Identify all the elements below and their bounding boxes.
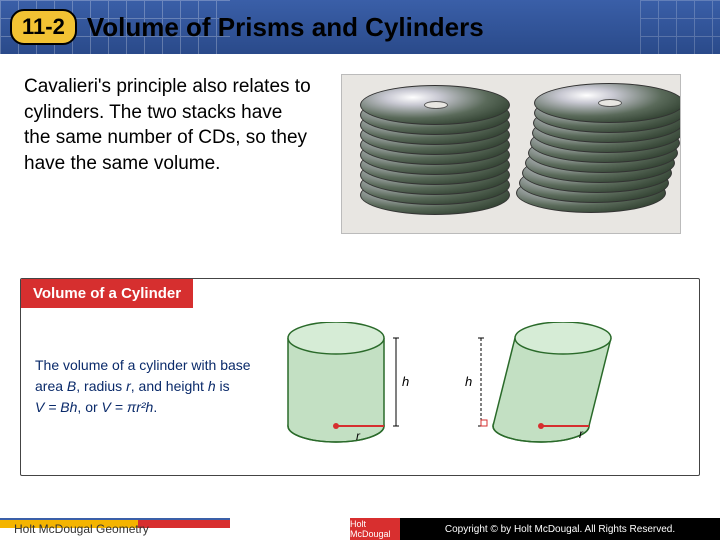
formula-line2a: area	[35, 378, 67, 394]
formula-var-h: h	[208, 378, 216, 394]
page-title: Volume of Prisms and Cylinders	[87, 12, 484, 43]
right-cylinder-diagram: r h	[281, 322, 411, 451]
body-text: Cavalieri's principle also relates to cy…	[24, 74, 314, 234]
formula-line3b: .	[153, 399, 157, 415]
header-bar: 11-2 Volume of Prisms and Cylinders	[0, 0, 720, 54]
formula-box-header: Volume of a Cylinder	[21, 279, 193, 308]
formula-text: The volume of a cylinder with base area …	[35, 355, 251, 418]
formula-line1: The volume of a cylinder with base	[35, 357, 251, 373]
formula-box-body: The volume of a cylinder with base area …	[21, 308, 699, 475]
footer: Holt McDougal Geometry Holt McDougal Cop…	[0, 518, 720, 540]
label-h-2: h	[465, 374, 472, 389]
cd-stacks-photo	[341, 74, 681, 234]
footer-logo-badge: Holt McDougal	[350, 518, 400, 540]
cd-stack-slanted	[516, 85, 666, 215]
formula-line2c: , and height	[131, 378, 208, 394]
formula-eq1: V = Bh	[35, 399, 77, 415]
cd-stack-straight	[360, 87, 510, 217]
formula-line3a: , or	[77, 399, 101, 415]
formula-box: Volume of a Cylinder The volume of a cyl…	[20, 278, 700, 476]
body-area: Cavalieri's principle also relates to cy…	[0, 54, 720, 254]
cylinder-diagrams: r h r	[281, 322, 641, 451]
label-h: h	[402, 374, 409, 389]
formula-line2b: , radius	[76, 378, 126, 394]
footer-logo-text: Holt McDougal	[350, 519, 400, 539]
formula-line2d: is	[216, 378, 230, 394]
footer-left-text: Holt McDougal Geometry	[14, 522, 149, 536]
photo-wrap	[326, 74, 696, 234]
chapter-badge: 11-2	[10, 9, 77, 45]
oblique-cylinder-diagram: r h	[461, 322, 621, 451]
footer-copyright: Copyright © by Holt McDougal. All Rights…	[400, 518, 720, 540]
formula-eq2: V = πr²h	[102, 399, 154, 415]
header-grid-right	[640, 0, 720, 54]
formula-var-B: B	[67, 378, 76, 394]
